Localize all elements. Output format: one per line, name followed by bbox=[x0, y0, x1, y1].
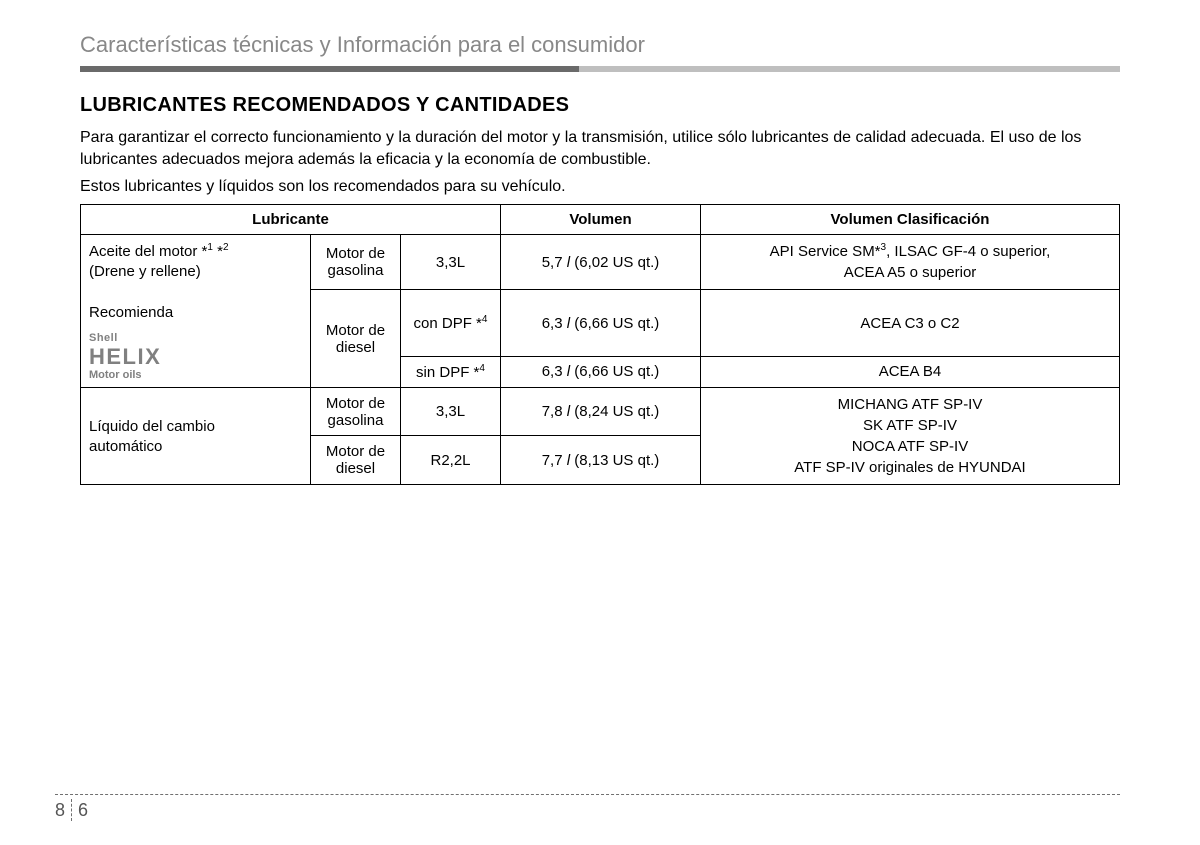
oil-label-line2: (Drene y rellene) bbox=[89, 263, 201, 280]
intro-text: Para garantizar el correcto funcionamien… bbox=[80, 127, 1120, 170]
footer-dash-line bbox=[55, 794, 1120, 795]
page-footer: 8 6 bbox=[55, 794, 1120, 821]
atf-label-cell: Líquido del cambio automático bbox=[81, 387, 311, 484]
th-clasificacion: Volumen Clasificación bbox=[701, 205, 1120, 235]
atf-clasif: MICHANG ATF SP-IV SK ATF SP-IV NOCA ATF … bbox=[701, 387, 1120, 484]
oil-con-dpf-text: con DPF * bbox=[414, 315, 482, 332]
section-title: LUBRICANTES RECOMENDADOS Y CANTIDADES bbox=[80, 94, 1120, 117]
oil-diesel-motor: Motor de diesel bbox=[311, 290, 401, 388]
oil-label-line1: Aceite del motor * bbox=[89, 243, 207, 260]
oil-label-cell: Aceite del motor *1 *2 (Drene y rellene)… bbox=[81, 235, 311, 388]
oil-sup2: 2 bbox=[223, 242, 229, 253]
oil-gas-engine: 3,3L bbox=[401, 235, 501, 290]
oil-gas-vol-prefix: 5,7 bbox=[542, 254, 567, 271]
oil-con-dpf-sup: 4 bbox=[482, 314, 488, 325]
page-num-left: 8 bbox=[55, 800, 71, 821]
page-number: 8 6 bbox=[55, 799, 88, 821]
atf-gas-vol: 7,8 l (8,24 US qt.) bbox=[501, 387, 701, 436]
helix-brand: Shell HELIX Motor oils bbox=[89, 331, 302, 383]
atf-clasif4: ATF SP-IV originales de HYUNDAI bbox=[794, 459, 1025, 476]
page-header-title: Características técnicas y Información p… bbox=[80, 32, 1120, 64]
oil-con-dpf: con DPF *4 bbox=[401, 290, 501, 357]
atf-die-motor: Motor de diesel bbox=[311, 436, 401, 485]
atf-label1: Líquido del cambio bbox=[89, 418, 215, 435]
oil-sin-dpf-sup: 4 bbox=[479, 363, 485, 374]
oil-gas-clasif-a: API Service SM* bbox=[770, 243, 881, 260]
atf-clasif1: MICHANG ATF SP-IV bbox=[838, 396, 983, 413]
oil-con-vol: 6,3 l (6,66 US qt.) bbox=[501, 290, 701, 357]
header-rule bbox=[80, 66, 1120, 72]
atf-label2: automático bbox=[89, 438, 162, 455]
helix-main: HELIX bbox=[89, 346, 302, 368]
oil-sin-vol: 6,3 l (6,66 US qt.) bbox=[501, 356, 701, 387]
atf-die-vol: 7,7 l (8,13 US qt.) bbox=[501, 436, 701, 485]
helix-sub: Motor oils bbox=[89, 368, 302, 383]
oil-sin-clasif: ACEA B4 bbox=[701, 356, 1120, 387]
atf-clasif2: SK ATF SP-IV bbox=[863, 417, 957, 434]
oil-sin-dpf-text: sin DPF * bbox=[416, 364, 479, 381]
oil-star2: * bbox=[213, 243, 223, 260]
oil-gas-clasif-c: ACEA A5 o superior bbox=[844, 264, 977, 281]
oil-gas-clasif: API Service SM*3, ILSAC GF-4 o superior,… bbox=[701, 235, 1120, 290]
oil-gas-clasif-b: , ILSAC GF-4 o superior, bbox=[886, 243, 1050, 260]
atf-gas-motor: Motor de gasolina bbox=[311, 387, 401, 436]
oil-recomienda: Recomienda bbox=[89, 304, 173, 321]
oil-con-clasif: ACEA C3 o C2 bbox=[701, 290, 1120, 357]
oil-gas-vol-suffix: (6,02 US qt.) bbox=[570, 254, 659, 271]
th-lubricante: Lubricante bbox=[81, 205, 501, 235]
atf-gas-engine: 3,3L bbox=[401, 387, 501, 436]
oil-gas-volumen: 5,7 l (6,02 US qt.) bbox=[501, 235, 701, 290]
page-num-right: 6 bbox=[72, 800, 88, 821]
atf-clasif3: NOCA ATF SP-IV bbox=[852, 438, 968, 455]
lubricants-table: Lubricante Volumen Volumen Clasificación… bbox=[80, 204, 1120, 485]
sub-text: Estos lubricantes y líquidos son los rec… bbox=[80, 178, 1120, 196]
th-volumen: Volumen bbox=[501, 205, 701, 235]
atf-die-engine: R2,2L bbox=[401, 436, 501, 485]
oil-gas-motor: Motor de gasolina bbox=[311, 235, 401, 290]
oil-sin-dpf: sin DPF *4 bbox=[401, 356, 501, 387]
